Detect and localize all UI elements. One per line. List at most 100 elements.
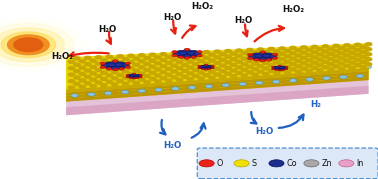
Circle shape: [344, 49, 350, 52]
Circle shape: [349, 56, 356, 59]
Circle shape: [256, 63, 263, 66]
Circle shape: [317, 53, 323, 56]
Circle shape: [100, 62, 105, 65]
Circle shape: [230, 69, 237, 72]
Circle shape: [295, 65, 302, 68]
Text: H₂O: H₂O: [163, 141, 181, 150]
Circle shape: [182, 57, 188, 61]
Circle shape: [171, 70, 177, 73]
Circle shape: [277, 67, 282, 69]
Circle shape: [282, 69, 285, 71]
Circle shape: [117, 61, 123, 64]
Circle shape: [199, 160, 214, 167]
Circle shape: [160, 53, 167, 56]
Circle shape: [183, 52, 191, 56]
Circle shape: [198, 71, 204, 74]
Circle shape: [122, 58, 129, 61]
Circle shape: [260, 59, 265, 62]
Circle shape: [273, 80, 280, 83]
Circle shape: [183, 49, 191, 53]
Circle shape: [304, 160, 319, 167]
Circle shape: [297, 69, 304, 73]
Circle shape: [138, 60, 145, 63]
Circle shape: [176, 61, 183, 64]
Circle shape: [280, 70, 288, 74]
Circle shape: [74, 82, 80, 85]
Circle shape: [188, 66, 196, 70]
Circle shape: [271, 68, 274, 70]
Circle shape: [133, 73, 136, 74]
Circle shape: [365, 53, 372, 56]
Circle shape: [225, 67, 231, 70]
Circle shape: [182, 75, 188, 78]
Circle shape: [360, 50, 366, 54]
Circle shape: [360, 45, 366, 49]
Circle shape: [182, 63, 188, 66]
Text: O: O: [217, 159, 223, 168]
Circle shape: [276, 67, 280, 69]
Circle shape: [306, 64, 312, 67]
Circle shape: [257, 64, 264, 67]
Circle shape: [306, 69, 312, 72]
Circle shape: [290, 52, 296, 55]
Circle shape: [133, 57, 139, 60]
Circle shape: [202, 66, 206, 68]
Circle shape: [222, 83, 229, 87]
Circle shape: [136, 77, 139, 79]
Circle shape: [117, 73, 123, 76]
Circle shape: [338, 52, 345, 55]
Circle shape: [311, 56, 318, 59]
Circle shape: [355, 53, 361, 56]
Circle shape: [360, 66, 366, 69]
Circle shape: [339, 75, 347, 79]
Text: S: S: [251, 159, 257, 168]
Circle shape: [246, 71, 253, 74]
Circle shape: [1, 32, 56, 58]
Circle shape: [207, 67, 212, 69]
Circle shape: [138, 75, 142, 77]
Circle shape: [214, 50, 220, 53]
Circle shape: [129, 74, 133, 76]
Circle shape: [155, 56, 161, 59]
Circle shape: [122, 70, 129, 73]
Circle shape: [327, 57, 334, 61]
Circle shape: [90, 78, 96, 81]
Circle shape: [193, 52, 201, 56]
Text: Zn: Zn: [321, 159, 332, 168]
Circle shape: [178, 56, 184, 59]
Circle shape: [214, 73, 220, 76]
Circle shape: [166, 79, 172, 82]
Circle shape: [208, 68, 211, 70]
Circle shape: [139, 74, 143, 76]
Circle shape: [225, 55, 231, 58]
Circle shape: [171, 64, 177, 67]
Circle shape: [106, 62, 113, 65]
Text: Co: Co: [286, 159, 297, 168]
Circle shape: [356, 57, 364, 61]
Circle shape: [144, 81, 150, 84]
Circle shape: [239, 64, 246, 67]
Circle shape: [317, 58, 323, 61]
Circle shape: [172, 54, 177, 57]
Circle shape: [280, 67, 284, 69]
Circle shape: [166, 55, 172, 58]
Circle shape: [173, 52, 181, 56]
Circle shape: [104, 91, 112, 95]
Circle shape: [306, 59, 312, 62]
Circle shape: [339, 160, 354, 167]
Circle shape: [85, 82, 91, 85]
Circle shape: [160, 65, 167, 68]
Circle shape: [68, 60, 75, 63]
Circle shape: [192, 69, 199, 72]
Circle shape: [88, 72, 95, 75]
Circle shape: [246, 54, 253, 57]
Text: H₂O₂: H₂O₂: [191, 2, 213, 11]
Circle shape: [322, 45, 328, 48]
Circle shape: [347, 66, 355, 70]
Circle shape: [132, 76, 136, 79]
Text: H₂O: H₂O: [235, 16, 253, 25]
Circle shape: [285, 68, 288, 70]
Circle shape: [144, 75, 150, 78]
Circle shape: [198, 60, 204, 63]
Circle shape: [180, 51, 187, 55]
